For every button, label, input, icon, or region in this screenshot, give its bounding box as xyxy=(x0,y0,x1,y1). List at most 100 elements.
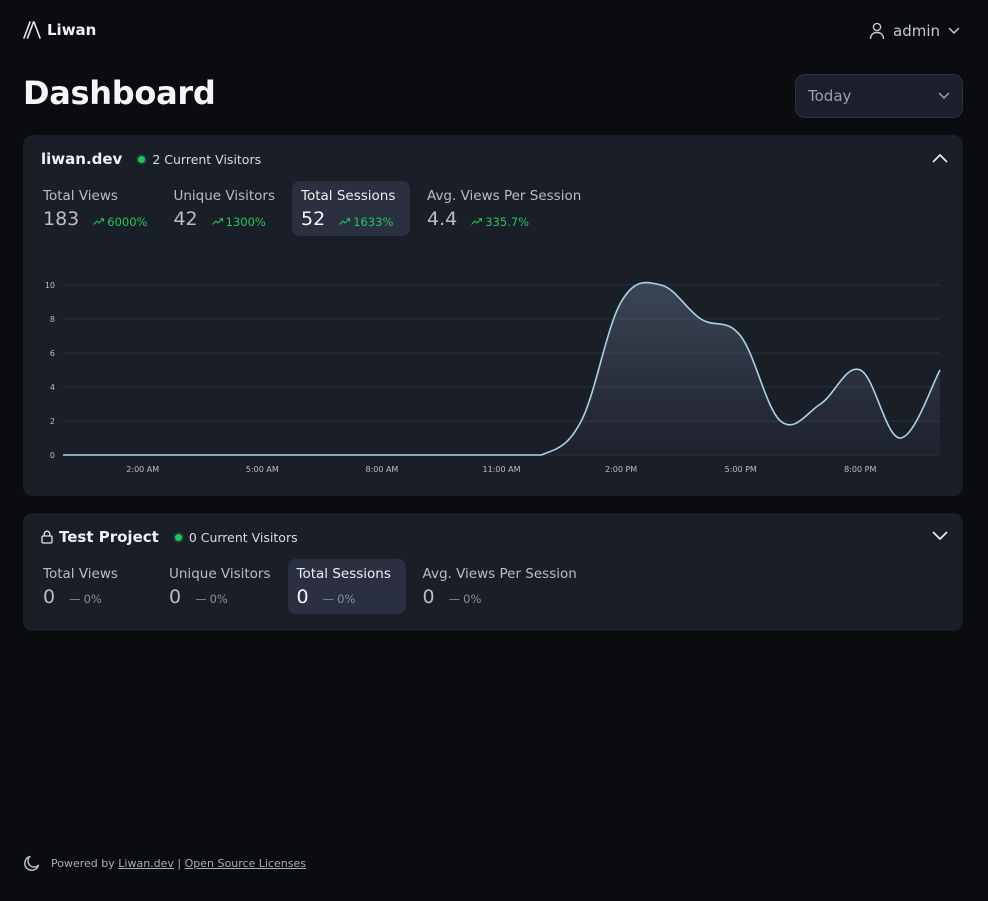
y-tick-label: 10 xyxy=(45,281,55,290)
stat-change: — 0% xyxy=(449,592,482,606)
stat-change: 6000% xyxy=(93,215,147,229)
dash-icon: — xyxy=(448,592,461,606)
project-name[interactable]: Test Project xyxy=(41,528,159,546)
current-visitors: 2 Current Visitors xyxy=(138,152,261,167)
current-visitors-label: 2 Current Visitors xyxy=(152,151,262,167)
stat-label: Unique Visitors xyxy=(169,566,271,582)
stat-label: Avg. Views Per Session xyxy=(427,188,582,204)
stat-change-value: 0% xyxy=(337,592,356,606)
chevron-down-icon xyxy=(932,531,948,540)
live-indicator-icon xyxy=(174,533,182,541)
moon-icon[interactable] xyxy=(23,854,41,872)
chevron-up-icon xyxy=(932,154,948,163)
y-tick-label: 6 xyxy=(50,349,55,358)
stat-value: 4.4 xyxy=(427,208,458,230)
stat-value: 183 xyxy=(43,208,80,230)
stat-avg-views-per-session[interactable]: Avg. Views Per Session 4.4 335.7% xyxy=(418,181,590,236)
dash-icon: — xyxy=(69,592,81,606)
stat-avg-views-per-session[interactable]: Avg. Views Per Session 0 — 0% xyxy=(414,559,586,614)
current-visitors-label: 0 Current Visitors xyxy=(188,529,298,545)
stat-value: 42 xyxy=(173,208,198,230)
stat-change: 335.7% xyxy=(471,215,529,229)
project-card: liwan.dev 2 Current Visitors Total Views… xyxy=(23,135,963,496)
x-tick-label: 5:00 AM xyxy=(246,465,279,474)
top-bar: Liwan admin xyxy=(23,20,960,46)
live-indicator-icon xyxy=(138,155,146,163)
stat-value: 0 xyxy=(169,586,182,608)
stat-unique-visitors[interactable]: Unique Visitors 0 — 0% xyxy=(160,559,280,614)
logo[interactable]: Liwan xyxy=(23,20,96,40)
user-icon xyxy=(869,22,885,40)
project-name-label: Test Project xyxy=(59,528,159,546)
stat-change-value: 335.7% xyxy=(485,214,530,229)
x-tick-label: 2:00 PM xyxy=(605,465,637,474)
stat-total-sessions[interactable]: Total Sessions 0 — 0% xyxy=(287,559,406,614)
stat-change-value: 0% xyxy=(83,592,102,606)
y-tick-label: 0 xyxy=(50,451,55,460)
stat-total-views[interactable]: Total Views 0 — 0% xyxy=(34,559,152,614)
stat-value: 0 xyxy=(296,586,309,608)
trending-up-icon xyxy=(93,218,105,225)
stat-change: — 0% xyxy=(195,592,228,606)
stat-change-value: 1633% xyxy=(353,214,394,229)
stat-label: Total Views xyxy=(43,566,118,582)
y-tick-label: 8 xyxy=(50,315,55,324)
stat-change-value: 1300% xyxy=(225,214,266,229)
lock-icon xyxy=(41,530,53,544)
stat-total-views[interactable]: Total Views 183 6000% xyxy=(34,181,156,236)
stats-row: Total Views 183 6000% Unique Visitors 42… xyxy=(34,181,590,236)
project-card: Test Project 0 Current Visitors Total Vi… xyxy=(23,513,963,631)
user-menu-button[interactable]: admin xyxy=(869,22,960,40)
footer: Powered by Liwan.dev | Open Source Licen… xyxy=(23,854,306,872)
series-area xyxy=(63,282,940,455)
project-header: liwan.dev 2 Current Visitors xyxy=(41,150,261,168)
stat-label: Total Sessions xyxy=(301,188,396,204)
stat-change: — 0% xyxy=(323,592,356,606)
dash-icon: — xyxy=(195,592,207,606)
trending-up-icon xyxy=(339,218,351,225)
stat-label: Avg. Views Per Session xyxy=(422,566,577,582)
date-range-select[interactable]: Today xyxy=(795,74,963,118)
stat-change: 1633% xyxy=(339,215,393,229)
x-tick-label: 11:00 AM xyxy=(483,465,521,474)
user-name: admin xyxy=(893,22,940,40)
footer-separator: | xyxy=(177,856,182,870)
stat-value: 52 xyxy=(301,208,326,230)
chevron-down-icon xyxy=(948,27,960,34)
stat-unique-visitors[interactable]: Unique Visitors 42 1300% xyxy=(164,181,284,236)
stat-change-value: 0% xyxy=(463,592,482,606)
page-title: Dashboard xyxy=(23,74,216,112)
stat-total-sessions[interactable]: Total Sessions 52 1633% xyxy=(292,181,410,236)
stat-change-value: 6000% xyxy=(107,214,148,229)
liwan-dev-link[interactable]: Liwan.dev xyxy=(118,856,174,870)
stat-value: 0 xyxy=(422,586,435,608)
stat-change-value: 0% xyxy=(209,592,228,606)
stat-change: — 0% xyxy=(69,592,102,606)
current-visitors: 0 Current Visitors xyxy=(174,529,298,545)
stat-label: Total Views xyxy=(43,188,118,204)
x-tick-label: 8:00 PM xyxy=(844,465,876,474)
app-name: Liwan xyxy=(47,21,97,39)
series-line xyxy=(62,281,941,456)
project-name[interactable]: liwan.dev xyxy=(41,150,123,168)
date-range-value: Today xyxy=(808,87,852,105)
powered-by-text: Powered by xyxy=(51,856,115,870)
project-header: Test Project 0 Current Visitors xyxy=(41,528,298,546)
stat-label: Unique Visitors xyxy=(173,188,275,204)
trending-up-icon xyxy=(211,218,223,225)
licenses-link[interactable]: Open Source Licenses xyxy=(184,856,306,870)
dash-icon: — xyxy=(322,592,335,606)
stat-value: 0 xyxy=(43,586,56,608)
expand-button[interactable] xyxy=(929,525,951,547)
stat-change: 1300% xyxy=(211,214,266,229)
collapse-button[interactable] xyxy=(929,147,951,169)
liwan-logo-icon xyxy=(23,21,41,39)
x-tick-label: 2:00 AM xyxy=(126,465,159,474)
chevron-down-icon xyxy=(938,92,950,99)
y-tick-label: 2 xyxy=(50,417,55,426)
x-tick-label: 8:00 AM xyxy=(365,465,398,474)
trending-up-icon xyxy=(471,218,483,225)
sessions-area-chart[interactable]: 0 2 4 6 8 10 2:00 AM 5:00 AM 8:00 AM 11:00 AM 2:00… xyxy=(23,135,963,496)
stat-label: Total Sessions xyxy=(296,566,391,582)
x-tick-label: 5:00 PM xyxy=(725,465,757,474)
